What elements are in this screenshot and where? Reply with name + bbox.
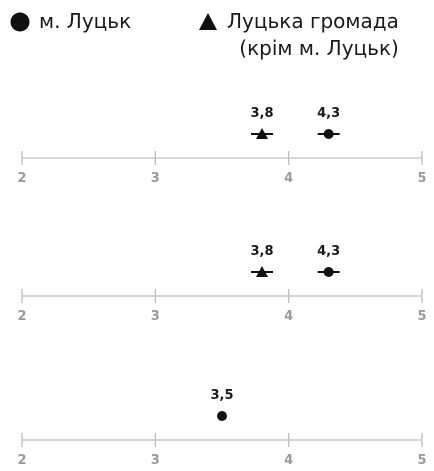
- circle-marker-icon: [10, 12, 30, 32]
- legend-item-city: м. Луцьк: [10, 8, 131, 35]
- tick-label: 2: [17, 309, 26, 324]
- data-label: 3,8: [250, 244, 273, 259]
- tick-label: 4: [284, 171, 293, 186]
- tick-label: 3: [151, 309, 160, 324]
- data-label: 4,3: [317, 244, 340, 259]
- data-point-circle: [323, 129, 334, 139]
- legend: м. Луцьк Луцька громада (крім м. Луцьк): [10, 8, 430, 78]
- tick-label: 4: [284, 309, 293, 324]
- legend-label-hromada-line1: Луцька громада: [227, 9, 399, 33]
- tick-label: 2: [17, 453, 26, 468]
- tick-label: 4: [284, 453, 293, 468]
- legend-label-city: м. Луцьк: [39, 9, 132, 33]
- tick-label: 3: [151, 171, 160, 186]
- data-label: 3,5: [210, 388, 233, 403]
- tick-label: 5: [417, 453, 426, 468]
- data-point-triangle: [256, 266, 268, 277]
- tick-label: 5: [417, 171, 426, 186]
- legend-item-hromada: Луцька громада (крім м. Луцьк): [198, 8, 399, 62]
- tick-label: 2: [17, 171, 26, 186]
- tick-label: 3: [151, 453, 160, 468]
- data-point-triangle: [256, 128, 268, 139]
- tick-label: 5: [417, 309, 426, 324]
- data-point-circle: [323, 267, 334, 277]
- data-label: 4,3: [317, 106, 340, 121]
- data-label: 3,8: [250, 106, 273, 121]
- legend-label-hromada-line2: (крім м. Луцьк): [239, 36, 399, 60]
- triangle-marker-icon: [199, 13, 217, 30]
- data-point-circle: [217, 411, 227, 421]
